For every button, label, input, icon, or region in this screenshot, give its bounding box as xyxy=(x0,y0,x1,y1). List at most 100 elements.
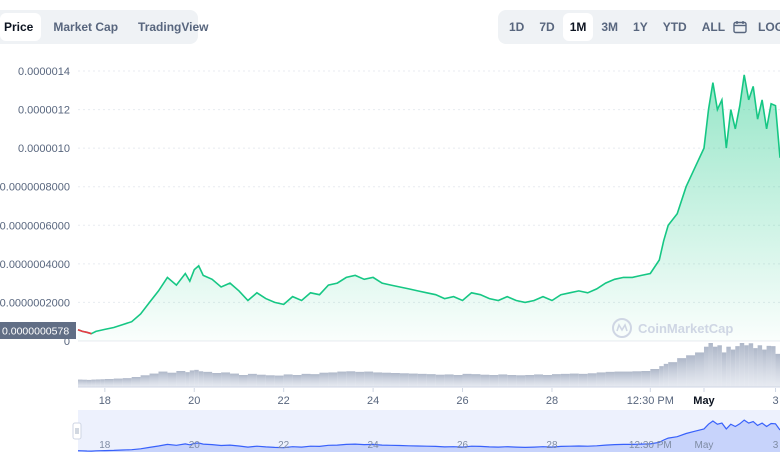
volume-bar xyxy=(426,374,436,387)
volume-bar xyxy=(659,366,664,387)
volume-bar xyxy=(775,353,780,387)
volume-bar xyxy=(453,375,463,387)
volume-bar xyxy=(328,372,338,387)
volume-bar xyxy=(86,379,92,387)
volume-bar xyxy=(717,345,722,387)
volume-bar xyxy=(238,375,248,387)
range-1d[interactable]: 1D xyxy=(509,20,525,34)
volume-bar xyxy=(149,373,159,387)
range-handle-icon[interactable] xyxy=(72,422,82,440)
volume-bar xyxy=(663,363,669,387)
volume-bar xyxy=(319,372,329,387)
calendar-icon[interactable] xyxy=(733,16,747,38)
current-price-label: 0.0000000578 xyxy=(2,326,69,338)
volume-bar xyxy=(677,358,687,387)
tab-tradingview[interactable]: TradingView xyxy=(138,20,209,34)
volume-bar xyxy=(435,374,445,387)
volume-bar xyxy=(471,374,481,387)
volume-bar xyxy=(632,371,642,387)
range-3m[interactable]: 3M xyxy=(601,20,619,34)
volume-bar xyxy=(194,369,199,387)
volume-bar xyxy=(623,371,633,387)
range-all[interactable]: ALL xyxy=(701,20,726,34)
volume-bar xyxy=(82,379,87,387)
volume-bar xyxy=(292,375,302,387)
navigator-tick-label: 28 xyxy=(546,440,558,451)
volume-bar xyxy=(498,374,508,387)
watermark-text: CoinMarketCap xyxy=(638,321,733,336)
x-tick-label: 3 xyxy=(772,395,778,407)
range-log[interactable]: LOG xyxy=(758,20,780,34)
volume-bar xyxy=(587,373,597,387)
volume-bar xyxy=(274,375,284,387)
navigator-tick-label: 26 xyxy=(457,440,469,451)
volume-bar xyxy=(221,372,231,387)
current-price-marker: 0.0000000578 xyxy=(0,322,76,339)
volume-bar xyxy=(762,349,767,387)
navigator-tick-label: 22 xyxy=(278,440,290,451)
range-ytd[interactable]: YTD xyxy=(662,20,687,34)
y-tick-label: 0.0000012 xyxy=(18,105,70,117)
volume-bar xyxy=(735,346,740,387)
volume-bar xyxy=(753,348,758,387)
range-7d[interactable]: 7D xyxy=(539,20,555,34)
navigator-line xyxy=(77,419,780,452)
x-tick-label: 18 xyxy=(99,395,111,407)
tab-market-cap[interactable]: Market Cap xyxy=(53,20,119,34)
range-1y[interactable]: 1Y xyxy=(633,20,648,34)
volume-bar xyxy=(766,345,772,387)
volume-bar xyxy=(507,375,517,387)
tab-price[interactable]: Price xyxy=(0,13,42,41)
volume-bar xyxy=(301,373,311,387)
volume-bar xyxy=(569,373,579,387)
volume-bar xyxy=(189,370,195,387)
volume-bar xyxy=(283,374,293,387)
volume-bar xyxy=(373,372,383,387)
volume-bar xyxy=(739,343,745,387)
volume-bar xyxy=(91,379,96,387)
x-tick-label: 22 xyxy=(278,395,290,407)
volume-bar xyxy=(131,377,141,387)
volume-bar xyxy=(721,352,727,387)
volume-bar xyxy=(489,375,499,387)
volume-bar xyxy=(641,371,651,387)
volume-bar xyxy=(748,343,754,387)
volume-bar xyxy=(525,375,535,387)
range-navigator[interactable]: 18 20 22 24 26 28 12:30 PM May 3 xyxy=(72,410,780,452)
volume-bar xyxy=(78,379,83,387)
volume-bar xyxy=(726,346,731,387)
range-1m[interactable]: 1M xyxy=(562,13,594,41)
volume-bar xyxy=(543,375,552,387)
y-tick-label: 0.0000010 xyxy=(18,143,70,155)
chart-type-tabs: Price Market Cap TradingView xyxy=(0,10,209,44)
volume-bar xyxy=(265,375,275,387)
volume-bar xyxy=(198,371,204,387)
x-tick-label: May xyxy=(693,395,715,407)
volume-bar xyxy=(744,345,749,387)
volume-bar xyxy=(686,355,696,387)
price-area xyxy=(78,74,780,342)
volume-bar xyxy=(158,371,168,387)
volume-bar xyxy=(650,369,660,387)
volume-bar xyxy=(417,373,427,387)
x-tick-label: 20 xyxy=(188,395,200,407)
y-tick-label: 0.0000002000 xyxy=(0,297,70,309)
volume-bar xyxy=(310,374,320,387)
volume-bar xyxy=(596,372,606,387)
volume-bar xyxy=(771,346,776,387)
x-tick-label: 28 xyxy=(546,395,558,407)
time-range-selector: 1D 7D 1M 3M 1Y YTD ALL LOG xyxy=(498,10,780,44)
y-tick-label: 0 xyxy=(64,336,70,348)
volume-bar xyxy=(695,352,704,387)
volume-bar xyxy=(408,373,418,387)
navigator-tick-label: 18 xyxy=(99,440,111,451)
volume-bar xyxy=(703,346,709,387)
volume-bar xyxy=(712,346,718,387)
volume-bar xyxy=(355,371,365,387)
volume-bar xyxy=(247,373,257,387)
volume-bar xyxy=(337,371,347,387)
navigator-tick-label: May xyxy=(695,440,714,451)
x-tick-label: 12:30 PM xyxy=(627,395,674,407)
price-line xyxy=(77,74,780,335)
